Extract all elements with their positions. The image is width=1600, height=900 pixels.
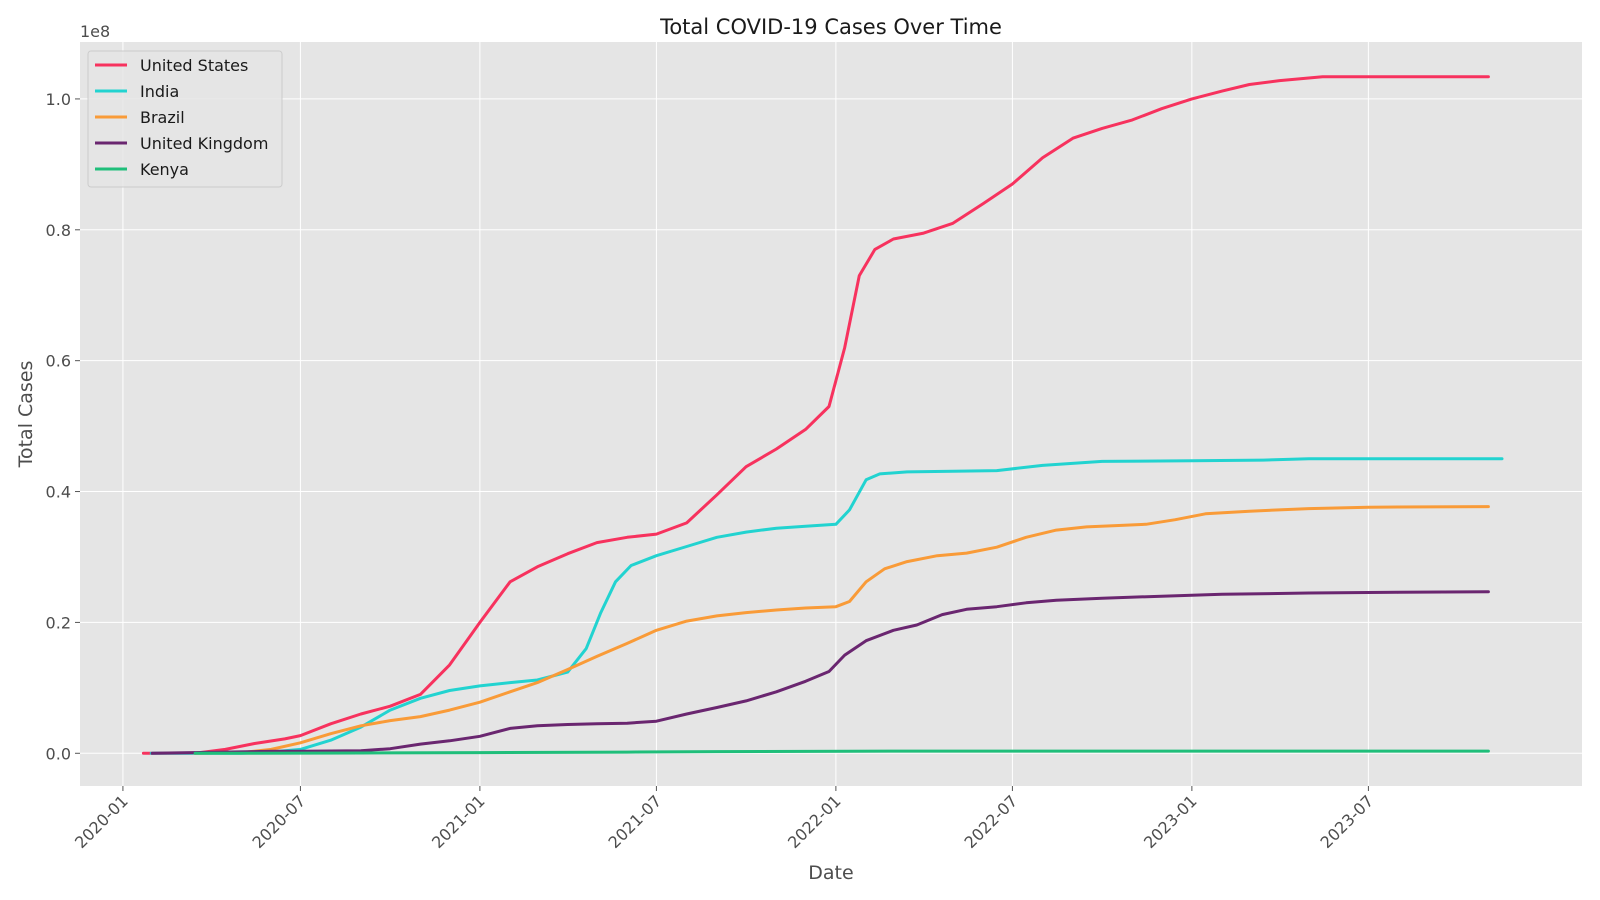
x-axis-ticks: 2020-01 2020-07 2021-01 2021-07 2022-01 2022-…: [71, 786, 1377, 852]
plot-background: [80, 42, 1582, 786]
legend-label-brazil: Brazil: [140, 108, 185, 127]
y-axis-ticks: 0.0 0.2 0.4 0.6 0.8 1.0: [46, 90, 80, 763]
legend-label-india: India: [140, 82, 179, 101]
legend-label-united-states: United States: [140, 56, 248, 75]
y-tick-label: 0.4: [46, 483, 71, 502]
series-line-brazil: [193, 505, 1490, 755]
series-line-india: [149, 457, 1504, 755]
series-line-united-kingdom: [150, 590, 1490, 755]
x-tick-label: 2023-07: [1317, 791, 1378, 852]
series-line-united-states: [141, 75, 1490, 755]
legend-label-united-kingdom: United Kingdom: [140, 134, 268, 153]
series-lines: [141, 75, 1504, 755]
x-axis-label: Date: [808, 862, 853, 884]
x-tick-label: 2021-07: [605, 791, 666, 852]
series-line-kenya: [193, 749, 1490, 755]
x-tick-label: 2022-01: [784, 791, 845, 852]
y-tick-label: 0.2: [46, 613, 71, 632]
y-tick-label: 1.0: [46, 90, 71, 109]
legend-label-kenya: Kenya: [140, 160, 189, 179]
x-tick-label: 2020-01: [71, 791, 132, 852]
x-tick-label: 2022-07: [961, 791, 1022, 852]
x-tick-label: 2023-01: [1140, 791, 1201, 852]
x-gridlines: [122, 42, 1369, 786]
x-tick-label: 2021-01: [428, 791, 489, 852]
y-tick-label: 0.6: [46, 352, 71, 371]
x-tick-label: 2020-07: [249, 791, 310, 852]
y-axis-label: Total Cases: [15, 361, 37, 469]
y-tick-label: 0.8: [46, 221, 71, 240]
legend-box: [87, 50, 283, 188]
y-gridlines: [80, 98, 1582, 754]
y-tick-label: 0.0: [46, 744, 71, 763]
chart-title: Total COVID-19 Cases Over Time: [659, 15, 1002, 39]
y-axis-offset-label: 1e8: [80, 22, 110, 41]
legend: United States India Brazil United Kingdom Ke…: [87, 50, 283, 188]
